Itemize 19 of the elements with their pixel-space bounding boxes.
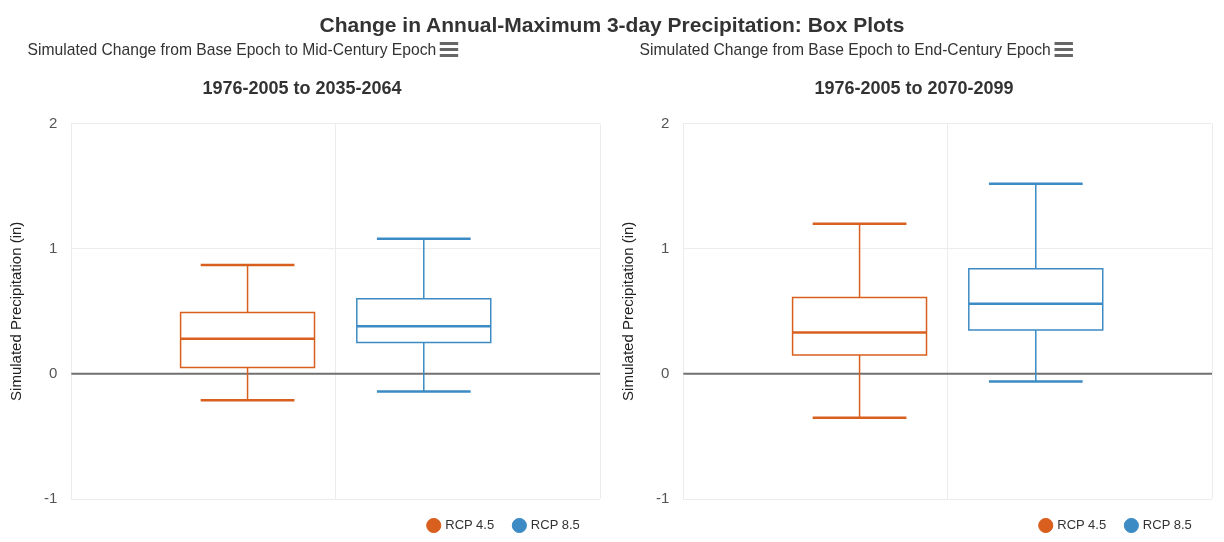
chart-title: Simulated Change from Base Epoch to End-Century Epoch bbox=[639, 39, 1051, 61]
y-tick-label: -1 bbox=[43, 489, 58, 507]
legend-label: RCP 4.5 bbox=[445, 517, 495, 533]
y-tick-label: 1 bbox=[48, 238, 58, 256]
y-axis-title: Simulated Precipitation (in) bbox=[619, 221, 637, 401]
chart-subtitle: 1976-2005 to 2070-2099 bbox=[814, 77, 1014, 98]
chart-title: Simulated Change from Base Epoch to Mid-Century Epoch bbox=[27, 39, 437, 61]
legend-label: RCP 4.5 bbox=[1057, 517, 1107, 533]
y-tick-label: -1 bbox=[655, 489, 670, 507]
y-tick-label: 2 bbox=[660, 113, 670, 131]
y-tick-label: 0 bbox=[660, 364, 670, 382]
y-tick-label: 2 bbox=[48, 113, 58, 131]
y-axis-title: Simulated Precipitation (in) bbox=[7, 221, 25, 401]
legend-label: RCP 8.5 bbox=[530, 517, 580, 533]
chart-subtitle: 1976-2005 to 2035-2064 bbox=[202, 77, 402, 98]
legend-label: RCP 8.5 bbox=[1142, 517, 1192, 533]
y-tick-label: 1 bbox=[660, 238, 670, 256]
text: Change in Annual-Maximum 3-day Precipitation: Box Plots bbox=[318, 12, 906, 36]
y-tick-label: 0 bbox=[48, 364, 58, 382]
